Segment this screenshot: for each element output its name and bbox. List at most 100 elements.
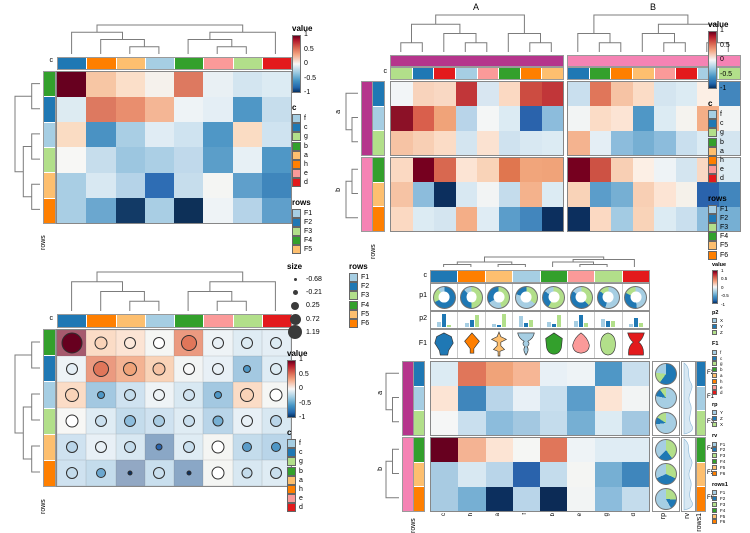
- heatmap-cell: [594, 462, 622, 487]
- p2-bar-cell: [539, 312, 567, 328]
- rv-axis-label: rv: [684, 513, 691, 519]
- colorbar-tick-label: 0.5: [304, 45, 314, 53]
- column-annotation-cell: [87, 58, 116, 69]
- violin-path: [517, 332, 536, 356]
- legend-item: F4: [708, 232, 750, 242]
- legend-label: F3: [720, 223, 729, 231]
- colorbar-tick-label: 0: [299, 385, 303, 393]
- row-annotation-cell: [373, 158, 384, 182]
- dot-heatmap-cell: [232, 382, 262, 408]
- legend-swatch: [349, 319, 358, 329]
- legend-swatch: [292, 169, 301, 179]
- legend-rows: rows F1 F2 F3 F4 F5 F6: [349, 262, 379, 329]
- p2-bar: [491, 323, 496, 327]
- row-label: F5: [707, 470, 715, 477]
- legend-swatch: [712, 464, 717, 470]
- heatmap-cell: [57, 197, 87, 223]
- heatmap-cell: [541, 182, 563, 207]
- dendrogram-path: [385, 448, 399, 499]
- dot-mark: [124, 337, 137, 349]
- value-colorbar: 1 0.5 0 -0.5 -1: [712, 268, 750, 307]
- p2-bar: [524, 323, 529, 327]
- dendrogram-path: [71, 271, 276, 311]
- legend-rows1: rows1 F1 F2 F3 F4 F5 F6: [712, 482, 750, 525]
- column-annotation-cell: [520, 68, 542, 79]
- legend-label: X: [720, 421, 724, 427]
- p2-bar: [579, 314, 584, 327]
- row-label: F1: [707, 394, 715, 401]
- heatmap-cell: [412, 82, 434, 107]
- colorbar-tick-label: 1: [720, 27, 724, 35]
- legend-label: -0.68: [306, 276, 322, 284]
- column-dendrogram-a: [400, 14, 552, 52]
- column-annotation-cell: [204, 315, 233, 327]
- legend-item: e: [708, 165, 750, 175]
- colorbar-gradient: [292, 35, 301, 93]
- heatmap-cell: [512, 438, 540, 463]
- heatmap-cell: [115, 72, 145, 98]
- rp-pie-chart: [655, 363, 677, 386]
- heatmap-cell: [621, 462, 649, 487]
- size-circle-wrap: [287, 325, 303, 340]
- dot-heatmap-cell: [144, 460, 174, 486]
- legend-label: d: [304, 179, 308, 187]
- row-dendrogram-group-b: [345, 168, 358, 219]
- dot-mark: [270, 415, 283, 427]
- row-dendrogram-group-a: [385, 372, 399, 423]
- legend-item: h: [287, 484, 345, 494]
- rp-pie-chart: [655, 387, 677, 410]
- violin-path: [627, 332, 645, 356]
- heatmap-cell: [455, 158, 477, 183]
- heatmap-cell: [57, 72, 87, 98]
- dot-heatmap-cell: [57, 382, 87, 408]
- dot-heatmap-cell: [203, 460, 233, 486]
- legend-label: d: [720, 390, 723, 396]
- row-label: F4: [707, 446, 715, 453]
- column-annotation-cell: [58, 58, 87, 69]
- p1-donut-cell: [566, 284, 594, 310]
- column-label-cell: d: [621, 513, 648, 531]
- dot-mark: [96, 391, 105, 399]
- column-annotation-label: c: [49, 315, 54, 322]
- heatmap-cell: [477, 206, 499, 231]
- legend-label: F1: [361, 274, 370, 282]
- dot-mark: [124, 415, 137, 427]
- heatmap-cell: [431, 438, 459, 463]
- legend-swatch: [712, 501, 717, 507]
- dot-heatmap-cell: [144, 356, 174, 382]
- rows1-annotation-strip-b: [696, 437, 706, 512]
- legend-label: b: [720, 138, 724, 146]
- column-annotation-cell: [513, 271, 540, 282]
- p2-bar: [529, 319, 534, 327]
- legend-swatch: [349, 309, 358, 319]
- heatmap-cell: [512, 410, 540, 435]
- heatmap-cell: [568, 182, 590, 207]
- column-label: g: [604, 513, 611, 517]
- heatmap-cell: [567, 462, 595, 487]
- dot-heatmap-cell: [57, 434, 87, 460]
- dot-heatmap-cell: [174, 460, 204, 486]
- heatmap-cell: [391, 206, 413, 231]
- dendrogram-path: [577, 14, 729, 52]
- row-annotation-cell: [373, 106, 384, 131]
- column-annotation-cell: [233, 315, 262, 327]
- dot-heatmap-cell: [261, 330, 291, 356]
- donut-chart: [624, 285, 648, 309]
- heatmap-cell: [541, 158, 563, 183]
- heatmap-cell: [232, 72, 262, 98]
- column-annotation-strip: [57, 57, 292, 70]
- column-annotation-cell: [568, 68, 589, 79]
- dot-heatmap-cell: [57, 330, 87, 356]
- column-annotation-label: c: [49, 57, 54, 64]
- heatmap-cell: [568, 82, 590, 107]
- donut-hole: [466, 291, 478, 303]
- donut-chart: [569, 285, 593, 309]
- column-label: f: [522, 513, 529, 515]
- legend-swatch: [287, 457, 296, 467]
- legend-label: h: [720, 378, 723, 384]
- legend-label: F5: [304, 246, 313, 254]
- dendrogram-path: [385, 372, 399, 423]
- column-annotation-cell: [540, 271, 567, 282]
